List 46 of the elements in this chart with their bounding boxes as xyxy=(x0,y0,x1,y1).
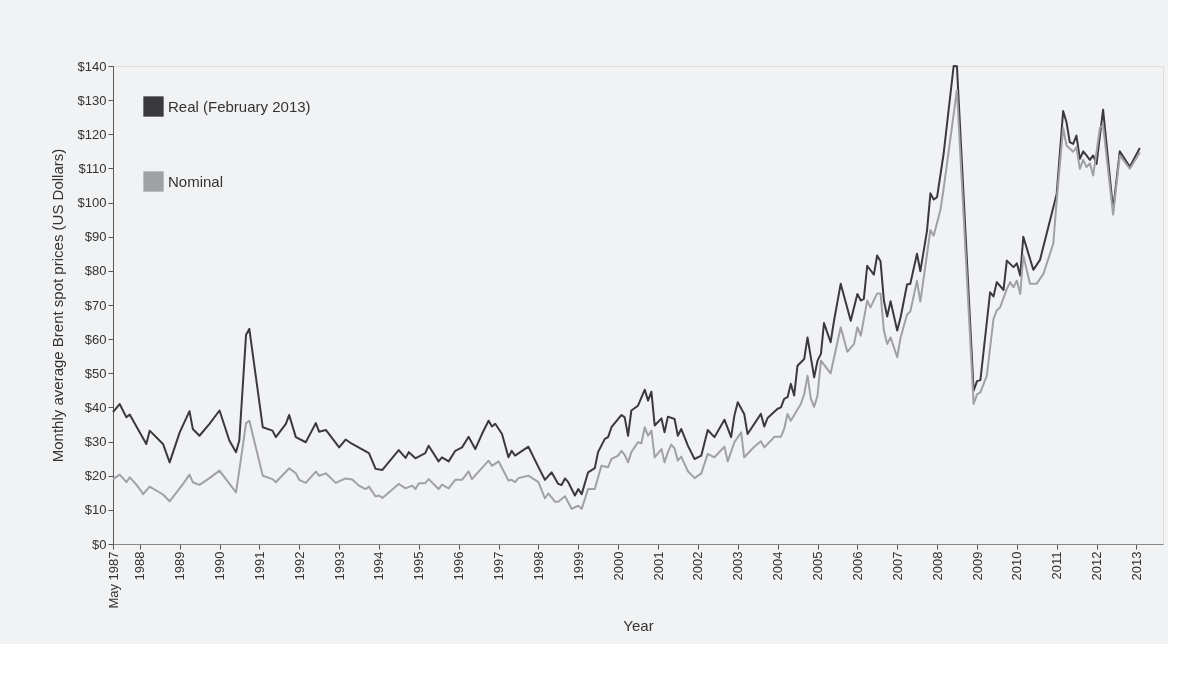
x-tick-label: 2009 xyxy=(969,551,985,581)
x-tick-label: 2004 xyxy=(770,551,786,581)
x-tick-label: 2002 xyxy=(690,551,706,581)
x-tick-label: 2012 xyxy=(1089,551,1105,581)
x-tick-label: 2010 xyxy=(1009,551,1025,581)
x-tick-label: 1989 xyxy=(172,551,188,581)
x-tick-label: 2001 xyxy=(650,551,666,581)
y-tick-label: $100 xyxy=(77,195,107,211)
y-tick-label: $30 xyxy=(84,434,107,450)
x-tick-label: 2008 xyxy=(929,551,945,581)
y-tick-label: $10 xyxy=(84,502,107,518)
x-tick-label: 1997 xyxy=(491,551,507,581)
y-tick-label: $0 xyxy=(92,536,107,552)
x-tick-label: 1994 xyxy=(371,551,387,581)
x-tick-label: 1995 xyxy=(411,551,427,581)
x-tick-label: 1992 xyxy=(291,551,307,581)
y-tick-label: $120 xyxy=(77,126,107,142)
x-tick-label: 2011 xyxy=(1049,551,1065,580)
legend-label: Nominal xyxy=(168,172,224,190)
x-axis-title: Year xyxy=(623,616,654,634)
x-tick-label: 2013 xyxy=(1128,551,1144,581)
y-tick-label: $50 xyxy=(84,365,107,381)
y-tick-label: $20 xyxy=(84,468,107,484)
x-tick-label: 1991 xyxy=(251,551,267,581)
legend-label: Real (February 2013) xyxy=(168,97,311,115)
x-tick-label: 1993 xyxy=(331,551,347,581)
y-axis-title: Monthly average Brent spot prices (US Dollars) xyxy=(48,148,66,463)
y-tick-label: $110 xyxy=(78,160,107,176)
y-tick-label: $90 xyxy=(84,229,107,245)
y-tick-label: $70 xyxy=(84,297,107,313)
x-tick-label: 1988 xyxy=(132,551,148,581)
x-tick-label: 2005 xyxy=(810,551,826,581)
x-tick-label: May 1987 xyxy=(105,551,121,609)
y-tick-label: $130 xyxy=(77,92,107,108)
x-tick-label: 1998 xyxy=(530,551,546,581)
y-tick-label: $80 xyxy=(84,263,107,279)
y-tick-label: $40 xyxy=(84,399,107,415)
x-tick-label: 2007 xyxy=(889,551,905,581)
x-tick-label: 2006 xyxy=(849,551,865,581)
x-tick-label: 1999 xyxy=(570,551,586,581)
x-tick-label: 1996 xyxy=(451,551,467,581)
x-tick-label: 1990 xyxy=(212,551,228,581)
x-tick-label: 2003 xyxy=(730,551,746,581)
y-tick-label: $60 xyxy=(84,331,107,347)
y-tick-label: $140 xyxy=(77,58,107,74)
x-tick-label: 2000 xyxy=(610,551,626,581)
